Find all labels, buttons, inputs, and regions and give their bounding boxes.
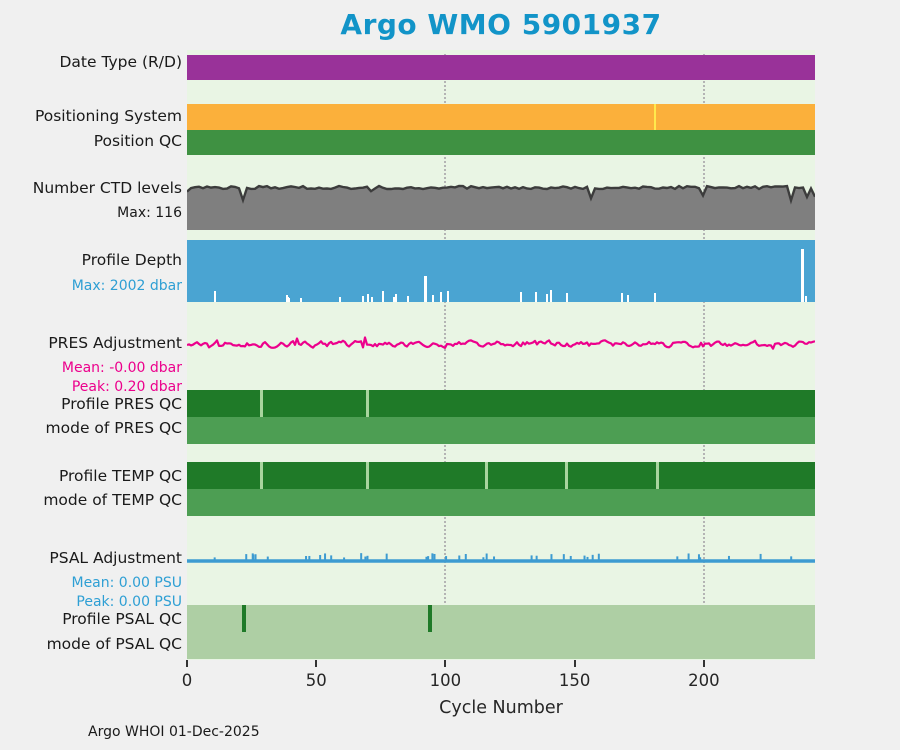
depth-tick (407, 296, 409, 302)
depth-tick (287, 297, 289, 302)
depth-tick (627, 295, 629, 302)
depth-tick (440, 292, 442, 302)
row-label-psal_adj: PSAL Adjustment (49, 549, 182, 567)
x-tick-100 (444, 660, 447, 667)
row-label-profile_pres_qc: Profile PRES QC (61, 395, 182, 413)
bar-mark (653, 104, 656, 130)
depth-tick (805, 296, 807, 302)
row-label-ctd_levels: Number CTD levels (32, 179, 182, 197)
row-labels: Date Type (R/D) Positioning System Positio… (0, 0, 182, 700)
qc-flag-mark (427, 605, 432, 632)
ctd-levels-area (187, 184, 815, 230)
row-label-mode_temp_qc: mode of TEMP QC (43, 491, 182, 509)
depth-tick (447, 291, 449, 302)
depth-tick (395, 294, 397, 302)
x-tick-200 (702, 660, 705, 667)
row-annotation-psal_adj-0: Mean: 0.00 PSU (71, 575, 182, 591)
row-label-positioning_system: Positioning System (34, 107, 182, 125)
depth-tick (286, 295, 288, 302)
depth-tick (214, 291, 216, 302)
depth-shallow-tick (801, 249, 805, 302)
qc-change-mark (366, 390, 370, 417)
row-bar-mode_temp_qc (187, 489, 815, 516)
depth-tick (300, 298, 302, 302)
x-tick-label-0: 0 (181, 671, 193, 690)
row-label-position_qc: Position QC (93, 132, 182, 150)
x-tick-label-100: 100 (429, 671, 462, 690)
qc-flag-mark (241, 605, 246, 632)
row-annotation-psal_adj-1: Peak: 0.00 PSU (76, 594, 182, 610)
x-tick-150 (573, 660, 576, 667)
x-tick-0 (186, 660, 188, 667)
qc-change-mark (366, 462, 370, 489)
x-tick-label-50: 50 (305, 671, 327, 690)
row-bar-mode_pres_qc (187, 417, 815, 444)
row-annotation-ctd_levels-0: Max: 116 (117, 205, 182, 221)
depth-tick (367, 294, 369, 302)
row-label-date_type: Date Type (R/D) (59, 53, 182, 71)
depth-tick (520, 292, 522, 302)
row-label-mode_psal_qc: mode of PSAL QC (46, 635, 182, 653)
qc-change-mark (260, 390, 264, 417)
row-label-mode_pres_qc: mode of PRES QC (45, 419, 182, 437)
x-axis-label: Cycle Number (439, 698, 563, 718)
row-annotation-profile_depth-0: Max: 2002 dbar (71, 278, 182, 294)
row-label-profile_temp_qc: Profile TEMP QC (58, 467, 182, 485)
depth-tick (432, 295, 434, 302)
depth-tick (393, 297, 395, 302)
qc-change-mark (260, 462, 264, 489)
gridline-100 (444, 54, 447, 658)
depth-tick (546, 294, 548, 302)
depth-tick (371, 297, 373, 302)
depth-tick (654, 293, 656, 302)
row-bar-mode_psal_qc (187, 632, 815, 659)
plot-area (187, 50, 815, 660)
chart-title: Argo WMO 5901937 (340, 8, 662, 41)
row-label-profile_psal_qc: Profile PSAL QC (62, 610, 182, 628)
row-annotation-pres_adj-0: Mean: -0.00 dbar (61, 360, 182, 376)
qc-change-mark (655, 462, 659, 489)
qc-change-mark (485, 462, 489, 489)
depth-tick (362, 296, 364, 302)
depth-shallow-tick (423, 276, 427, 302)
x-tick-50 (315, 660, 318, 667)
qc-change-mark (565, 462, 569, 489)
depth-tick (566, 293, 568, 302)
row-bar-profile_psal_qc (187, 605, 815, 632)
row-bar-profile_depth (187, 240, 815, 302)
x-tick-label-200: 200 (688, 671, 720, 690)
pres-adjustment-line (187, 336, 815, 350)
row-bar-profile_temp_qc (187, 462, 815, 489)
row-bar-date_type (187, 55, 815, 80)
depth-tick (550, 290, 552, 302)
row-bar-profile_pres_qc (187, 390, 815, 417)
gridline-200 (702, 54, 705, 658)
row-label-profile_depth: Profile Depth (81, 251, 182, 269)
row-label-pres_adj: PRES Adjustment (48, 334, 182, 352)
psal-adjustment-line (187, 553, 815, 563)
x-tick-label-150: 150 (558, 671, 591, 690)
depth-tick (339, 297, 341, 302)
depth-tick (535, 292, 537, 302)
row-bar-position_qc (187, 130, 815, 155)
row-annotation-pres_adj-1: Peak: 0.20 dbar (71, 379, 182, 395)
depth-tick (382, 291, 384, 302)
depth-tick (288, 298, 290, 302)
footer-text: Argo WHOI 01-Dec-2025 (88, 724, 260, 740)
depth-tick (621, 293, 623, 302)
row-bar-positioning_system (187, 104, 815, 130)
